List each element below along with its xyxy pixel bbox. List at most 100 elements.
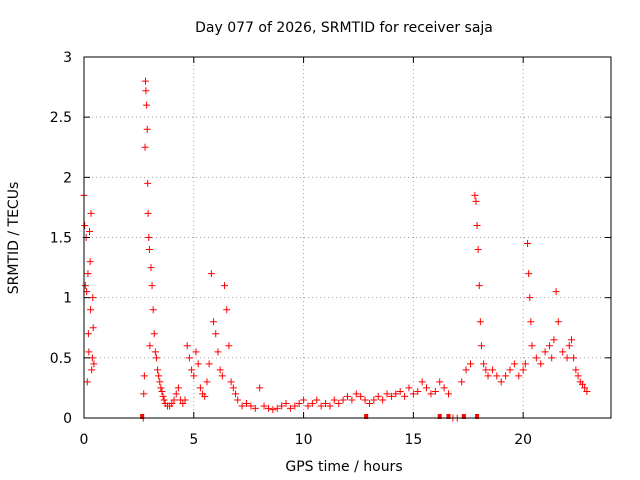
data-point [525,270,533,278]
data-point [212,330,220,338]
data-point [229,384,237,392]
data-point [466,360,474,368]
data-point [352,390,360,398]
data-point [190,372,198,380]
data-point [146,342,154,350]
data-point [295,400,303,408]
y-tick-label: 0.5 [50,351,72,367]
data-point [140,372,148,380]
data-point [183,342,191,350]
data-point [570,354,578,362]
data-point [81,282,89,290]
x-axis-ticks: 0 5 10 15 20 [80,57,532,448]
data-point [181,396,189,404]
data-point [247,402,255,410]
data-point [392,390,400,398]
data-point [563,354,571,362]
data-point [87,306,95,314]
data-point [143,125,151,133]
data-point [242,400,250,408]
data-point [546,342,554,350]
data-point [488,366,496,374]
data-point [322,400,330,408]
data-point [144,179,152,187]
data-point [445,390,453,398]
data-point [154,366,162,374]
data-point [203,378,211,386]
y-axis-ticks: 0 0.5 1 1.5 2 2.5 3 [50,50,611,427]
x-tick-label: 0 [80,432,89,448]
data-point [234,396,242,404]
data-point [172,390,180,398]
data-point [370,396,378,404]
data-point [143,101,151,109]
data-point [357,392,365,400]
x-tick-label: 10 [295,432,313,448]
data-point [168,400,176,408]
data-point [158,388,166,396]
data-point [194,360,202,368]
data-point [264,404,272,412]
data-point [256,384,264,392]
data-point [278,402,286,410]
data-point [387,392,395,400]
data-point [472,197,480,205]
data-point [157,384,165,392]
data-point [214,348,222,356]
data-point [476,318,484,326]
data-point [528,342,536,350]
data-point [286,404,294,412]
zero-marker [437,414,442,419]
data-point [221,282,229,290]
data-point [519,366,527,374]
data-point [477,342,485,350]
chart-title: Day 077 of 2026, SRMTID for receiver saj… [195,20,493,36]
data-point [583,388,591,396]
data-point [484,372,492,380]
zero-marker [364,414,369,419]
data-point [145,234,153,241]
data-point [344,392,351,400]
data-point [227,378,235,386]
data-point [90,360,98,368]
data-point [414,388,422,396]
data-point [251,404,259,412]
y-tick-label: 2.5 [50,110,72,126]
x-tick-label: 5 [189,432,198,448]
data-point [458,378,466,386]
data-point [541,348,549,356]
zero-marker [461,414,466,419]
data-point [188,366,196,374]
data-point [308,400,316,408]
data-point [532,354,540,362]
data-point [142,87,150,95]
data-point [527,318,535,326]
data-point [207,270,215,278]
data-point [174,384,182,392]
zero-marker [140,414,145,419]
data-point [81,221,89,229]
data-point [559,348,567,356]
data-point [84,270,92,278]
data-point [515,372,523,380]
data-point [524,240,532,248]
data-point [574,372,582,380]
data-point [506,366,514,374]
data-point [83,378,91,386]
y-tick-label: 2 [63,170,72,186]
data-point [149,306,157,314]
data-point [550,336,558,344]
data-point [151,348,159,356]
data-point [85,348,93,356]
x-tick-label: 15 [404,432,422,448]
data-point [427,390,435,398]
data-point [361,396,369,404]
data-point [462,366,470,374]
data-point [471,191,479,199]
data-point [581,384,589,392]
data-point [423,384,431,392]
data-point [179,400,187,408]
data-point [148,282,156,290]
data-point [225,342,233,350]
data-point [304,402,312,410]
